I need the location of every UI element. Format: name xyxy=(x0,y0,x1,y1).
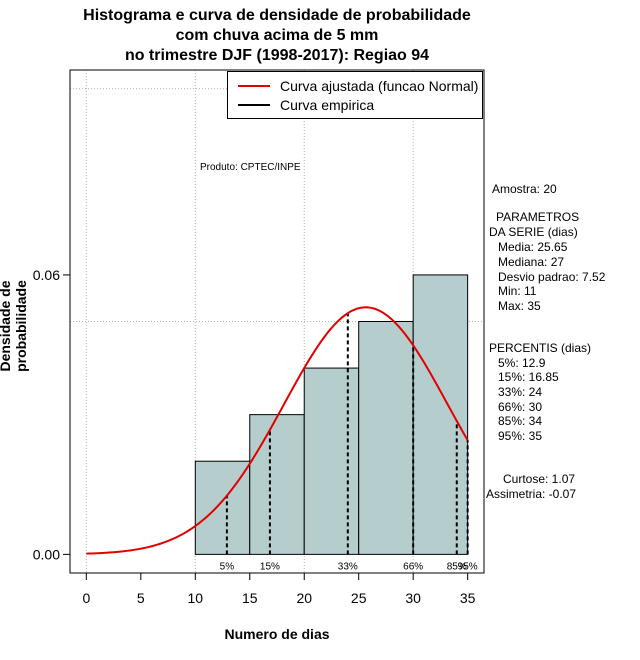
percentile-label: 15% xyxy=(260,561,280,572)
stat-skewness: Assimetria: -0.07 xyxy=(486,487,577,501)
stat-sd: Desvio padrao: 7.52 xyxy=(498,270,606,284)
stat-min: Min: 11 xyxy=(498,284,537,298)
y-axis-title: Densidade de probabilidade xyxy=(0,280,29,372)
sample-size: Amostra: 20 xyxy=(492,182,557,196)
x-tick-label: 0 xyxy=(82,590,90,606)
legend-label-normal: Curva ajustada (funcao Normal) xyxy=(280,78,479,94)
stat-max: Max: 35 xyxy=(498,299,541,313)
percentile-label: 85% xyxy=(447,561,467,572)
percentile-labels: 5% 15% 33% 66% 85%95% xyxy=(220,561,478,572)
percentile-label: 66% xyxy=(403,561,423,572)
percentile-label: 33% xyxy=(338,561,358,572)
percentile-label: 95% xyxy=(458,561,478,572)
percentile-label: 5% xyxy=(220,561,235,572)
percentile-15: 15%: 16.85 xyxy=(498,370,559,384)
x-axis: 0 5 10 15 20 25 30 35 xyxy=(82,572,476,606)
y-axis: 0.00 0.06 xyxy=(33,267,71,562)
x-tick-label: 5 xyxy=(137,590,145,606)
normal-curve-layer xyxy=(86,306,469,555)
x-axis-title: Numero de dias xyxy=(224,626,330,642)
chart-title-line-3: no trimestre DJF (1998-2017): Regiao 94 xyxy=(124,47,430,64)
percentile-5: 5%: 12.9 xyxy=(498,356,546,370)
percentile-95: 95%: 35 xyxy=(498,429,543,443)
legend-item-normal: Curva ajustada (funcao Normal) xyxy=(238,77,478,95)
y-tick-label: 0.06 xyxy=(33,267,60,283)
legend-swatch-empirical xyxy=(238,104,270,106)
stat-kurtosis: Curtose: 1.07 xyxy=(503,472,576,486)
x-tick-label: 10 xyxy=(188,590,204,606)
product-label: Produto: CPTEC/INPE xyxy=(200,162,301,173)
percentiles-title: PERCENTIS (dias) xyxy=(489,341,592,355)
histogram-bar xyxy=(249,414,305,555)
legend-item-empirical: Curva empirica xyxy=(238,96,374,114)
percentile-lines xyxy=(225,313,469,555)
x-tick-label: 35 xyxy=(460,590,476,606)
histogram-bar xyxy=(412,274,469,555)
x-tick-label: 20 xyxy=(296,590,312,606)
chart-title-line-2: com chuva acima de 5 mm xyxy=(175,27,379,44)
x-tick-label: 15 xyxy=(242,590,258,606)
histogram-bar xyxy=(303,367,360,555)
percentile-33: 33%: 24 xyxy=(498,385,543,399)
legend-label-empirical: Curva empirica xyxy=(280,97,375,113)
y-tick-label: 0.00 xyxy=(33,546,60,562)
percentile-85: 85%: 34 xyxy=(498,414,543,428)
histogram-bars xyxy=(194,274,469,555)
chart-title-line-1: Histograma e curva de densidade de proba… xyxy=(83,7,471,24)
params-title-2: DA SERIE (dias) xyxy=(489,225,578,239)
legend-swatch-normal xyxy=(238,85,270,87)
histogram-bar xyxy=(358,321,414,555)
legend: Curva ajustada (funcao Normal) Curva emp… xyxy=(227,71,483,119)
stat-mean: Media: 25.65 xyxy=(498,240,568,254)
x-tick-label: 30 xyxy=(405,590,421,606)
params-title-1: PARAMETROS xyxy=(496,210,580,224)
percentile-66: 66%: 30 xyxy=(498,400,543,414)
x-tick-label: 25 xyxy=(351,590,367,606)
normal-density-curve xyxy=(86,306,469,555)
stat-median: Mediana: 27 xyxy=(498,255,565,269)
